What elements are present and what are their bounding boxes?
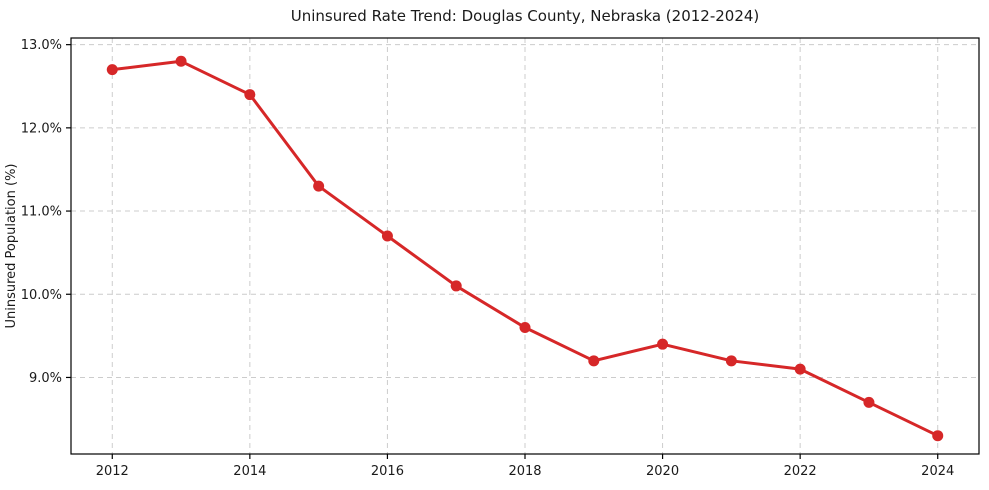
x-tick-label: 2018 [508, 464, 541, 479]
x-tick-label: 2016 [371, 464, 404, 479]
x-tick-label: 2014 [233, 464, 266, 479]
data-point [932, 430, 944, 442]
data-point [863, 396, 875, 408]
data-point [794, 363, 806, 375]
x-tick-label: 2024 [921, 464, 954, 479]
x-tick-label: 2022 [784, 464, 817, 479]
data-point [313, 180, 325, 192]
data-point [519, 322, 531, 334]
x-tick-label: 2012 [96, 464, 129, 479]
plot-area: 9.0% 10.0% 11.0% 12.0% 13.0% 2012 2014 2016 2018… [21, 37, 980, 479]
y-tick-label: 12.0% [21, 121, 62, 136]
y-tick-label: 13.0% [21, 38, 62, 53]
y-tick-label: 10.0% [21, 288, 62, 303]
data-point [381, 230, 393, 242]
data-point [244, 89, 256, 101]
y-axis-label: Uninsured Population (%) [4, 164, 19, 329]
data-point [175, 55, 187, 67]
data-point [588, 355, 600, 367]
data-point [725, 355, 737, 367]
chart-title: Uninsured Rate Trend: Douglas County, Ne… [291, 7, 760, 25]
data-point [657, 338, 669, 350]
data-point [106, 64, 118, 76]
y-tick-label: 9.0% [29, 371, 62, 386]
y-tick-label: 11.0% [21, 205, 62, 220]
x-tick-label: 2020 [646, 464, 679, 479]
data-point [450, 280, 462, 292]
